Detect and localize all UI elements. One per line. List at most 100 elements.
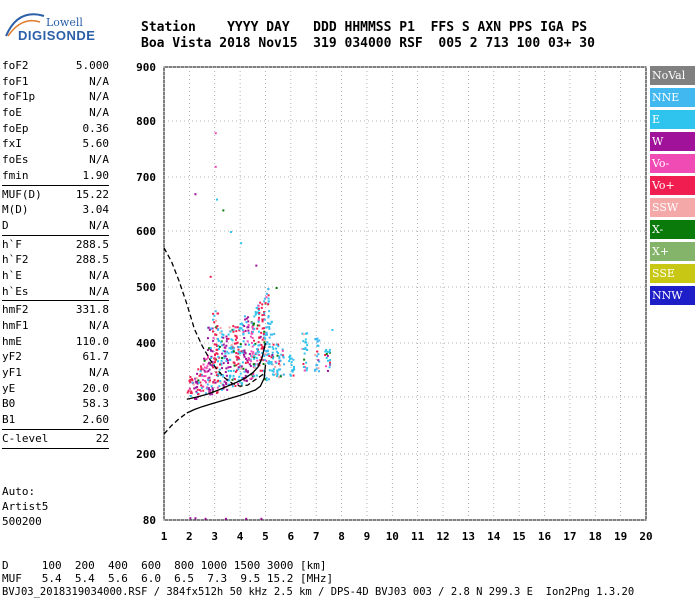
echo-point: [211, 364, 214, 367]
echo-point: [263, 336, 266, 339]
echo-point: [215, 333, 218, 336]
echo-point: [274, 373, 277, 376]
y-tick-label: 500: [136, 281, 156, 294]
echo-point: [202, 378, 205, 381]
echo-point: [228, 376, 231, 379]
echo-point: [265, 379, 268, 382]
echo-point: [206, 370, 209, 373]
echo-point: [187, 390, 190, 393]
distance-row: D 100 200 400 600 800 1000 1500 3000 [km…: [2, 559, 327, 572]
echo-point: [277, 345, 280, 348]
echo-point: [254, 310, 257, 313]
echo-point: [267, 303, 270, 306]
echo-point: [305, 369, 308, 372]
echo-point: [193, 387, 196, 390]
param-row: foF2 5.000: [2, 58, 109, 74]
echo-point: [317, 353, 320, 356]
echo-point: [234, 334, 237, 337]
echo-point: [212, 366, 215, 369]
echo-point: [278, 357, 281, 360]
echo-point: [195, 377, 198, 380]
echo-point: [251, 327, 254, 330]
echo-point: [254, 342, 257, 345]
x-tick-label: 16: [538, 530, 552, 543]
echo-point: [195, 397, 198, 400]
x-tick-label: 9: [364, 530, 371, 543]
echo-point: [247, 329, 250, 332]
echo-point: [290, 361, 293, 364]
echo-point: [214, 358, 217, 361]
echo-point: [262, 333, 265, 336]
echo-point: [261, 314, 264, 317]
param-row: hmF1 N/A: [2, 318, 109, 334]
param-value: 2.60: [82, 413, 110, 427]
echo-point: [267, 294, 270, 297]
echo-point: [213, 314, 216, 317]
echo-point: [325, 353, 328, 356]
echo-point: [250, 332, 253, 335]
header-line-2: Boa Vista 2018 Nov15 319 034000 RSF 005 …: [141, 36, 595, 51]
echo-point: [225, 340, 228, 343]
echo-point: [201, 368, 204, 371]
x-tick-label: 18: [589, 530, 602, 543]
echo-point: [250, 330, 253, 333]
echo-point: [225, 358, 228, 361]
echo-point: [247, 316, 250, 319]
echo-point: [272, 343, 275, 346]
param-value: N/A: [89, 153, 109, 167]
echo-point: [270, 320, 273, 323]
echo-point: [220, 359, 223, 362]
echo-point: [208, 361, 211, 364]
echo-point: [259, 335, 262, 338]
echo-point: [275, 347, 278, 350]
echo-point: [257, 318, 260, 321]
echo-point: [247, 356, 250, 359]
echo-point: [222, 343, 225, 346]
echo-point: [265, 333, 268, 336]
echo-point: [268, 369, 271, 372]
legend-item: NNW: [650, 286, 695, 305]
x-tick-label: 13: [462, 530, 475, 543]
echo-point: [207, 337, 210, 340]
echo-point: [265, 342, 268, 345]
param-row: foF1p N/A: [2, 89, 109, 105]
echo-point: [196, 385, 199, 388]
echo-point: [243, 315, 246, 318]
echo-point: [186, 391, 189, 394]
echo-point: [256, 359, 259, 362]
echo-point: [318, 370, 321, 373]
echo-point: [248, 343, 251, 346]
echo-point: [215, 371, 218, 374]
echo-point: [328, 366, 331, 369]
y-tick-label: 800: [136, 115, 156, 128]
echo-point: [260, 306, 263, 309]
echo-point: [233, 342, 236, 345]
separator: [2, 300, 109, 302]
echo-point: [243, 336, 246, 339]
echo-point: [220, 330, 223, 333]
x-tick-label: 2: [186, 530, 193, 543]
echo-point: [226, 388, 229, 391]
echo-point: [237, 382, 240, 385]
echo-point: [267, 322, 270, 325]
param-row: fmin 1.90: [2, 168, 109, 184]
echo-point: [238, 329, 241, 332]
echo-point: [242, 353, 245, 356]
x-tick-label: 12: [436, 530, 449, 543]
echo-point: [249, 365, 252, 368]
echo-point: [212, 318, 215, 321]
echo-point: [249, 377, 252, 380]
echo-point: [257, 362, 260, 365]
echo-point: [251, 326, 254, 329]
echo-point: [239, 380, 242, 383]
echo-point: [258, 354, 261, 357]
x-tick-label: 1: [161, 530, 168, 543]
echo-point: [267, 300, 270, 303]
legend-item: NoVal: [650, 66, 695, 85]
echo-point: [269, 333, 272, 336]
echo-point: [212, 312, 215, 315]
param-value: 5.000: [75, 59, 109, 72]
echo-point: [211, 360, 214, 363]
echo-point: [243, 370, 246, 373]
echo-point: [329, 363, 332, 366]
